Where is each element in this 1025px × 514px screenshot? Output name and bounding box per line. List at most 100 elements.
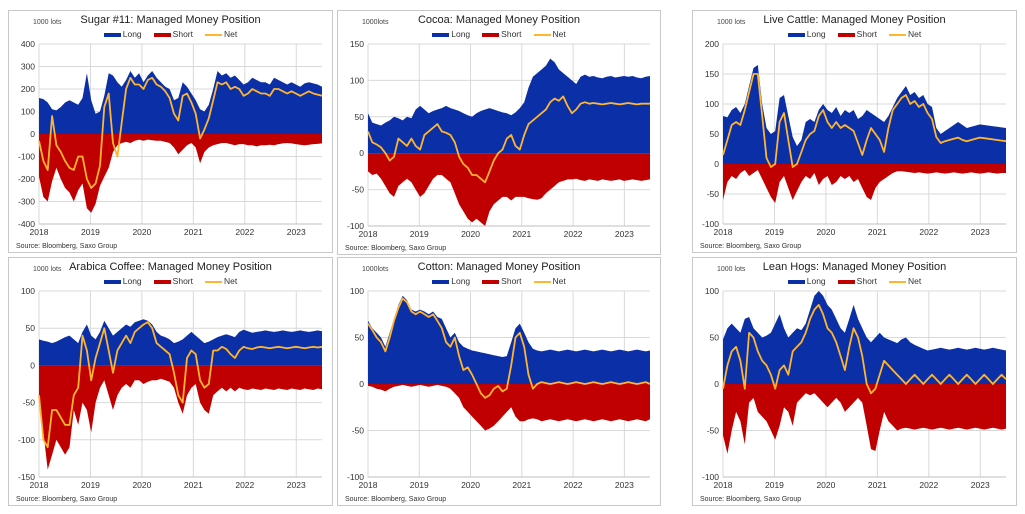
legend-item-long: Long bbox=[103, 276, 142, 286]
x-tick-label: 2018 bbox=[714, 227, 733, 237]
series-net-line bbox=[367, 297, 651, 399]
chart-legend: Long Short Net bbox=[693, 276, 1016, 286]
legend-swatch-long bbox=[103, 32, 121, 37]
x-tick-label: 2022 bbox=[919, 227, 938, 237]
chart-panel-live-cattle: -100 -50 0 50 100 150 200 2018 2019 2020 2021 2022 2… bbox=[692, 10, 1017, 253]
legend-label-net: Net bbox=[224, 29, 238, 39]
x-tick-label: 2022 bbox=[919, 480, 938, 490]
x-tick-label: 2023 bbox=[615, 480, 634, 490]
chart-svg: -150 -100 -50 0 50 100 2018 2019 2020 2021 2022 202… bbox=[18, 286, 323, 490]
legend-label-short: Short bbox=[172, 29, 193, 39]
y-tick-label: 0 bbox=[714, 159, 719, 169]
x-tick-label: 2019 bbox=[81, 480, 100, 490]
chart-title: Arabica Coffee: Managed Money Position bbox=[69, 261, 272, 273]
chart-panel-sugar: -400 -300 -200 -100 0 100 200 300 400 2018 2019 202… bbox=[8, 10, 333, 253]
chart-title: Cocoa: Managed Money Position bbox=[417, 14, 581, 26]
chart-svg: -400 -300 -200 -100 0 100 200 300 400 2018 2019 202… bbox=[18, 39, 323, 237]
chart-svg: -100 -50 0 50 100 150 200 2018 2019 2020 2021 2022 2… bbox=[702, 39, 1007, 237]
chart-legend: Long Short Net bbox=[9, 29, 332, 39]
legend-item-net: Net bbox=[205, 29, 237, 39]
series-long-area bbox=[368, 58, 650, 154]
legend-label-long: Long bbox=[122, 29, 142, 39]
chart-svg: -100 -50 0 50 100 150 2018 2019 2020 2021 2022 2023 bbox=[347, 39, 650, 239]
y-tick-label: 100 bbox=[350, 286, 364, 296]
legend-swatch-short bbox=[482, 32, 500, 37]
y-tick-label: 50 bbox=[355, 112, 365, 122]
source-note: Source: Bloomberg, Saxo Group bbox=[700, 243, 802, 250]
y-tick-label: -50 bbox=[352, 426, 365, 436]
legend-swatch-net bbox=[533, 280, 551, 283]
legend-swatch-net bbox=[889, 33, 906, 36]
y-tick-label: 400 bbox=[21, 39, 35, 49]
y-tick-label: 0 bbox=[30, 129, 35, 139]
x-tick-label: 2019 bbox=[81, 227, 100, 237]
y-tick-label: 150 bbox=[705, 69, 719, 79]
series-net-line bbox=[38, 76, 323, 189]
x-tick-label: 2021 bbox=[512, 229, 531, 239]
legend-item-long: Long bbox=[432, 276, 470, 286]
chart-title: Lean Hogs: Managed Money Position bbox=[762, 261, 947, 273]
x-tick-label: 2020 bbox=[132, 480, 151, 490]
source-note: Source: Bloomberg, Saxo Group bbox=[700, 496, 802, 503]
x-tick-label: 2021 bbox=[868, 480, 887, 490]
legend-label-net: Net bbox=[552, 29, 566, 39]
chart-title: Live Cattle: Managed Money Position bbox=[763, 14, 946, 26]
legend-item-net: Net bbox=[533, 276, 566, 286]
legend-label-long: Long bbox=[806, 29, 826, 39]
x-tick-label: 2021 bbox=[184, 480, 203, 490]
y-tick-label: -300 bbox=[18, 197, 35, 207]
chart-panel-cocoa: -100 -50 0 50 100 150 2018 2019 2020 2021 2022 2023… bbox=[337, 10, 661, 255]
series-short-area bbox=[723, 164, 1006, 203]
y-tick-label: -100 bbox=[702, 472, 719, 482]
legend-label-long: Long bbox=[806, 276, 826, 286]
unit-label: 1000lots bbox=[362, 266, 389, 273]
legend-item-long: Long bbox=[103, 29, 142, 39]
chart-svg: -100 -50 0 50 100 2018 2019 2020 2021 2022 2023 bbox=[702, 286, 1007, 490]
legend-label-short: Short bbox=[501, 276, 522, 286]
chart-legend: Long Short Net bbox=[693, 29, 1016, 39]
x-tick-label: 2023 bbox=[287, 227, 306, 237]
series-net-line bbox=[722, 304, 1007, 395]
y-tick-label: -100 bbox=[702, 219, 719, 229]
x-tick-label: 2018 bbox=[714, 480, 733, 490]
legend-label-long: Long bbox=[451, 29, 471, 39]
legend-swatch-long bbox=[787, 279, 805, 284]
legend-label-net: Net bbox=[908, 276, 922, 286]
legend-item-short: Short bbox=[482, 29, 522, 39]
x-tick-label: 2019 bbox=[765, 227, 784, 237]
series-net-line bbox=[367, 95, 650, 184]
x-tick-label: 2018 bbox=[359, 480, 378, 490]
chart-panel-arabica-coffee: -150 -100 -50 0 50 100 2018 2019 2020 2021 2022 202… bbox=[8, 257, 333, 506]
y-tick-label: -100 bbox=[347, 221, 364, 231]
legend-label-net: Net bbox=[908, 29, 922, 39]
series-long-area bbox=[368, 295, 650, 384]
legend-label-short: Short bbox=[172, 276, 193, 286]
legend-swatch-net bbox=[205, 33, 222, 36]
legend-label-short: Short bbox=[856, 276, 877, 286]
legend-item-short: Short bbox=[837, 29, 877, 39]
x-tick-label: 2023 bbox=[971, 227, 990, 237]
unit-label: 1000lots bbox=[362, 19, 389, 26]
x-tick-label: 2020 bbox=[816, 480, 835, 490]
source-note: Source: Bloomberg, Saxo Group bbox=[16, 496, 118, 503]
y-tick-label: 50 bbox=[710, 129, 720, 139]
series-short-area bbox=[368, 153, 650, 226]
y-tick-label: 300 bbox=[21, 62, 35, 72]
y-tick-label: -100 bbox=[18, 435, 35, 445]
chart-panel-cotton: -100 -50 0 50 100 2018 2019 2020 2021 2022 2023 Cot… bbox=[337, 257, 661, 506]
series-net-line bbox=[722, 73, 1007, 168]
y-tick-label: 50 bbox=[26, 323, 36, 333]
y-tick-label: 200 bbox=[705, 39, 719, 49]
y-tick-label: -200 bbox=[18, 174, 35, 184]
legend-swatch-short bbox=[837, 279, 855, 284]
series-long-area bbox=[723, 291, 1006, 384]
x-tick-label: 2018 bbox=[359, 229, 378, 239]
chart-panel-lean-hogs: -100 -50 0 50 100 2018 2019 2020 2021 2022 2023 Lea… bbox=[692, 257, 1017, 506]
y-tick-label: 50 bbox=[710, 333, 720, 343]
x-tick-label: 2023 bbox=[971, 480, 990, 490]
y-tick-label: -50 bbox=[707, 426, 720, 436]
legend-swatch-long bbox=[787, 32, 805, 37]
chart-title: Sugar #11: Managed Money Position bbox=[80, 14, 261, 26]
legend-item-long: Long bbox=[787, 276, 826, 286]
y-tick-label: 150 bbox=[350, 39, 364, 49]
